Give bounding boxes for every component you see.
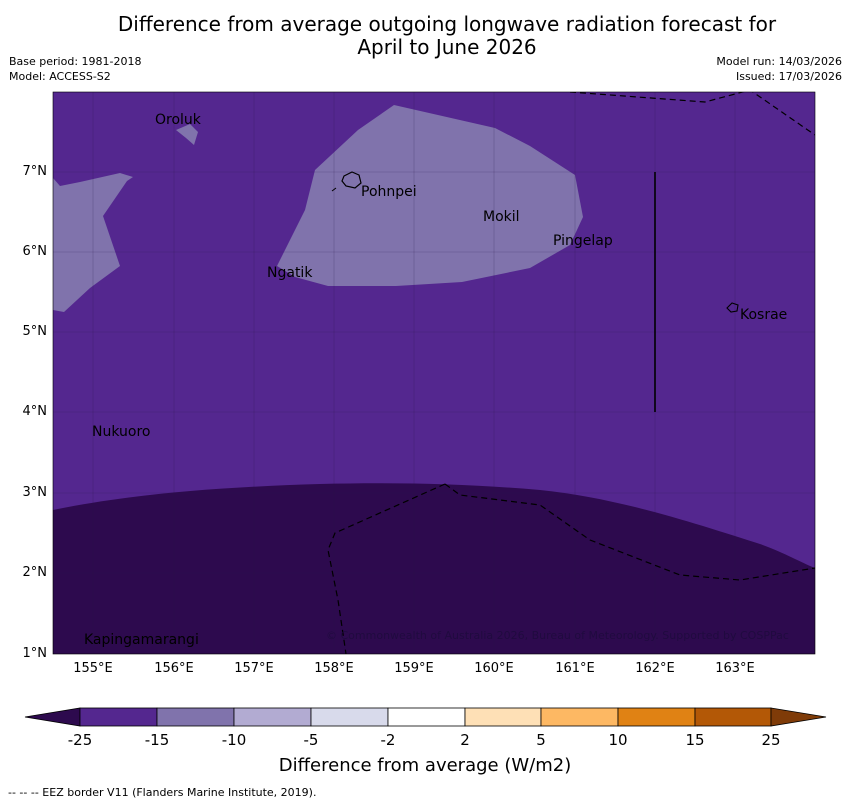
place-label-mokil: Mokil	[483, 209, 520, 225]
lon-label-157e: 157°E	[234, 661, 274, 676]
lon-label-160e: 160°E	[474, 661, 514, 676]
colorbar-segment	[387, 707, 466, 727]
lat-label-6n: 6°N	[22, 244, 48, 259]
pohnpei-island	[341, 171, 362, 189]
colorbar-segment	[79, 707, 158, 727]
colorbar-label: Difference from average (W/m2)	[278, 755, 572, 776]
colorbar-segment	[694, 707, 772, 727]
place-label-kapingamarangi: Kapingamarangi	[84, 632, 199, 648]
lat-label-2n: 2°N	[22, 565, 48, 580]
lat-label-7n: 7°N	[22, 164, 48, 179]
colorbar-tick-label: 15	[685, 731, 705, 749]
anomaly-patch-oroluk	[176, 124, 198, 145]
colorbar-segment	[310, 707, 389, 727]
place-label-pingelap: Pingelap	[553, 233, 613, 249]
colorbar-tick-label: -10	[221, 731, 247, 749]
lat-label-4n: 4°N	[22, 404, 48, 419]
meta-left: Base period: 1981-2018 Model: ACCESS-S2	[9, 54, 141, 84]
colorbar-segment	[540, 707, 619, 727]
lon-label-158e: 158°E	[314, 661, 354, 676]
colorbar-tick-label: -5	[303, 731, 319, 749]
place-label-nukuoro: Nukuoro	[92, 424, 151, 440]
issued-date: Issued: 17/03/2026	[735, 70, 842, 83]
colorbar-tick-label: -2	[380, 731, 396, 749]
pohnpei-islet	[331, 187, 337, 192]
colorbar-tick-label: -25	[67, 731, 93, 749]
lon-label-161e: 161°E	[555, 661, 595, 676]
colorbar-arrow-low	[24, 707, 81, 727]
colorbar-arrow-high	[770, 707, 827, 727]
map-title: Difference from average outgoing longwav…	[0, 13, 850, 59]
meta-right: Model run: 14/03/2026 Issued: 17/03/2026	[716, 54, 842, 84]
anomaly-region-west	[53, 173, 133, 312]
title-line-1: Difference from average outgoing longwav…	[117, 12, 777, 36]
lon-label-156e: 156°E	[154, 661, 194, 676]
colorbar-segment	[617, 707, 696, 727]
colorbar-tick-label: 2	[460, 731, 470, 749]
eez-border	[327, 92, 815, 654]
lon-label-163e: 163°E	[715, 661, 755, 676]
colorbar	[24, 707, 827, 727]
map-frame	[52, 91, 816, 655]
place-label-pohnpei: Pohnpei	[361, 184, 417, 200]
colorbar-tick-label: 25	[761, 731, 781, 749]
colorbar-tick-label: -15	[144, 731, 170, 749]
lon-label-159e: 159°E	[394, 661, 434, 676]
base-period: Base period: 1981-2018	[9, 55, 142, 68]
anomaly-region-central	[277, 105, 583, 286]
lat-label-5n: 5°N	[22, 324, 48, 339]
lat-label-1n: 1°N	[22, 646, 48, 661]
map-area	[53, 92, 815, 654]
place-label-oroluk: Oroluk	[155, 112, 201, 128]
eez-footnote: -- -- -- EEZ border V11 (Flanders Marine…	[8, 786, 317, 799]
copyright-notice: © Commonwealth of Australia 2026, Bureau…	[326, 629, 789, 642]
lon-label-155e: 155°E	[73, 661, 113, 676]
colorbar-segment	[464, 707, 542, 727]
colorbar-tick-label: 5	[536, 731, 546, 749]
colorbar-segment	[233, 707, 312, 727]
model-name: Model: ACCESS-S2	[9, 70, 111, 83]
colorbar-tick-label: 10	[608, 731, 628, 749]
colorbar-segment	[156, 707, 235, 727]
model-run: Model run: 14/03/2026	[716, 55, 842, 68]
place-label-ngatik: Ngatik	[267, 265, 313, 281]
anomaly-band-below-minus-25	[53, 483, 815, 654]
lat-label-3n: 3°N	[22, 485, 48, 500]
lon-label-162e: 162°E	[635, 661, 675, 676]
place-label-kosrae: Kosrae	[740, 307, 788, 323]
title-line-2: April to June 2026	[357, 35, 537, 59]
kosrae-island	[726, 302, 739, 313]
